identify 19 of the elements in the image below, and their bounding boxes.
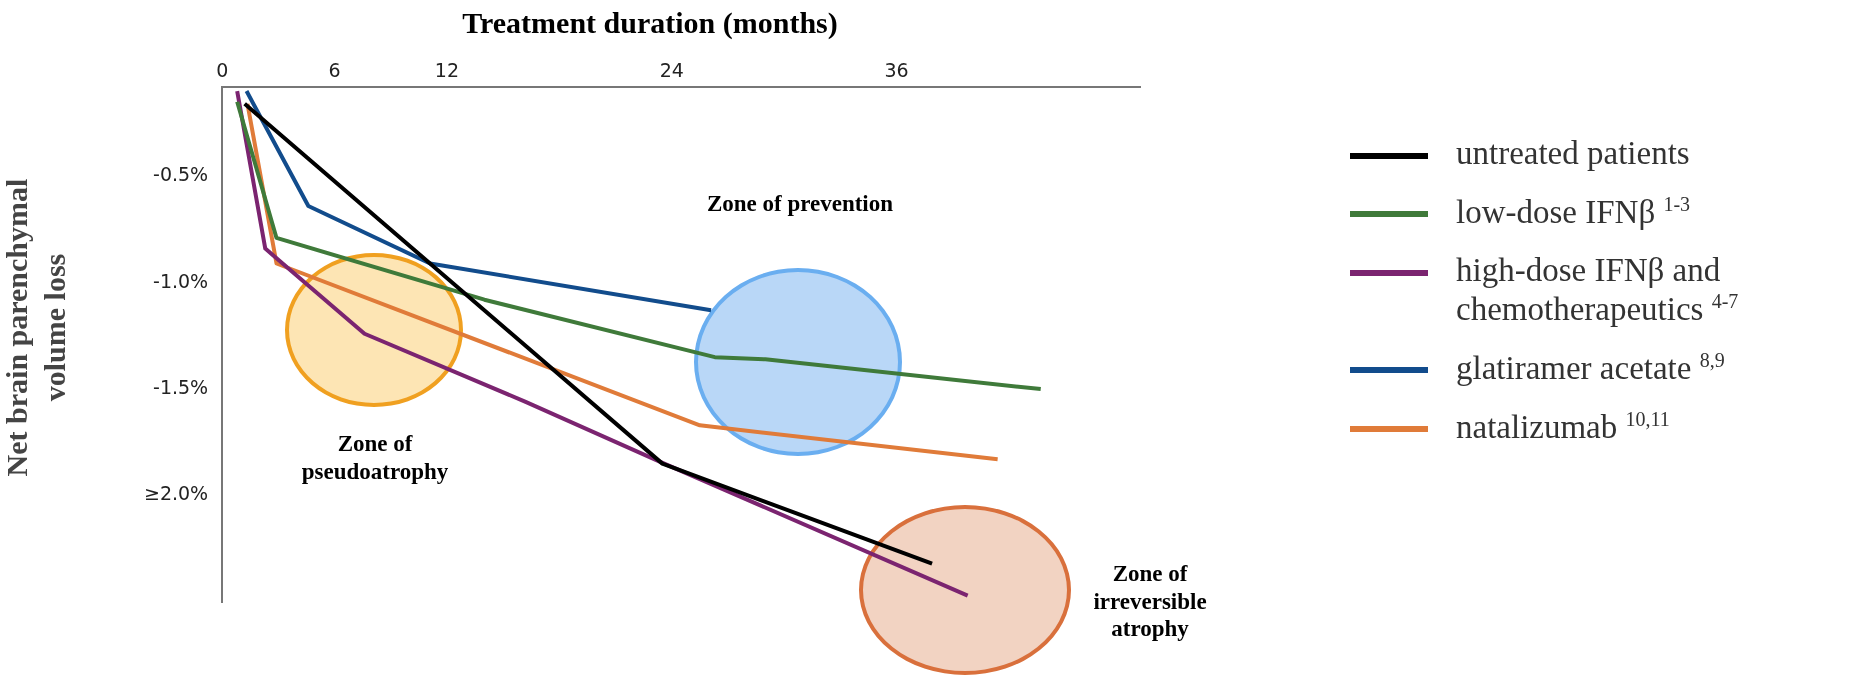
x-tick-label: 12 — [434, 59, 460, 82]
y-tick-label: -1.5% — [153, 376, 209, 399]
y-axis-title: Net brain parenchymal volume loss — [0, 177, 71, 479]
legend-label: glatiramer acetate $^{8,9}$ — [1456, 348, 1725, 388]
x-tick-label: 0 — [216, 59, 229, 82]
x-axis-title: Treatment duration (months) — [461, 6, 839, 40]
legend-label: natalizumab $^{10,11}$ — [1456, 407, 1670, 447]
y-tick-label: -1.0% — [153, 269, 209, 292]
legend-label: high-dose IFNβ and chemotherapeutics $^{4-7}$ — [1456, 251, 1740, 329]
y-tick-label: -0.5% — [153, 163, 209, 186]
x-tick-label: 36 — [884, 59, 909, 82]
y-tick-label: ≥2.0% — [143, 482, 209, 505]
x-tick-label: 24 — [659, 59, 684, 82]
x-tick-label: 6 — [328, 59, 341, 82]
legend-label: low-dose IFNβ $^{1-3}$ — [1456, 192, 1691, 232]
annotation: Zone of prevention — [705, 190, 895, 218]
annotation: Zone of irreversible atrophy — [1092, 560, 1208, 643]
legend-label: untreated patients — [1456, 135, 1690, 173]
annotation: Zone of pseudoatrophy — [300, 430, 450, 486]
